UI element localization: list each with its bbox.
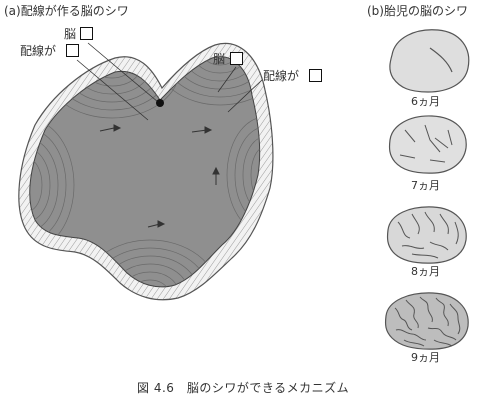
answer-box-brain-left xyxy=(80,27,93,40)
stage-label-6m: 6ヵ月 xyxy=(411,95,440,108)
flow-arrows xyxy=(99,124,220,228)
fiber-bundle-left xyxy=(29,118,75,252)
stage-label-9m: 9ヵ月 xyxy=(411,351,440,364)
panel-b-title: (b)胎児の脳のシワ xyxy=(367,4,468,18)
inner-region xyxy=(29,56,261,288)
label-brain-left: 脳 xyxy=(64,27,77,41)
label-wiring-right: 配線が xyxy=(263,69,300,83)
fetal-brain-6m xyxy=(389,29,470,93)
leader-lines xyxy=(76,42,263,121)
answer-box-wiring-left xyxy=(66,44,79,57)
fetal-brain-9m xyxy=(384,292,469,350)
label-brain-right: 脳 xyxy=(213,52,226,66)
answer-box-brain-right xyxy=(230,52,243,65)
fiber-bundle-right xyxy=(226,116,260,234)
panel-a-title: (a)配線が作る脳のシワ xyxy=(4,4,129,18)
stage-label-8m: 8ヵ月 xyxy=(411,265,440,278)
fetal-brain-7m xyxy=(388,115,467,174)
figure-caption: 図 4.6 脳のシワができるメカニズム xyxy=(137,381,350,395)
fetal-brain-8m xyxy=(386,206,467,264)
fold-point-marker xyxy=(156,99,164,107)
stage-label-7m: 7ヵ月 xyxy=(411,179,440,192)
answer-box-wiring-right xyxy=(309,69,322,82)
fiber-bundle-bottom xyxy=(81,239,219,287)
label-wiring-left: 配線が xyxy=(20,44,57,58)
